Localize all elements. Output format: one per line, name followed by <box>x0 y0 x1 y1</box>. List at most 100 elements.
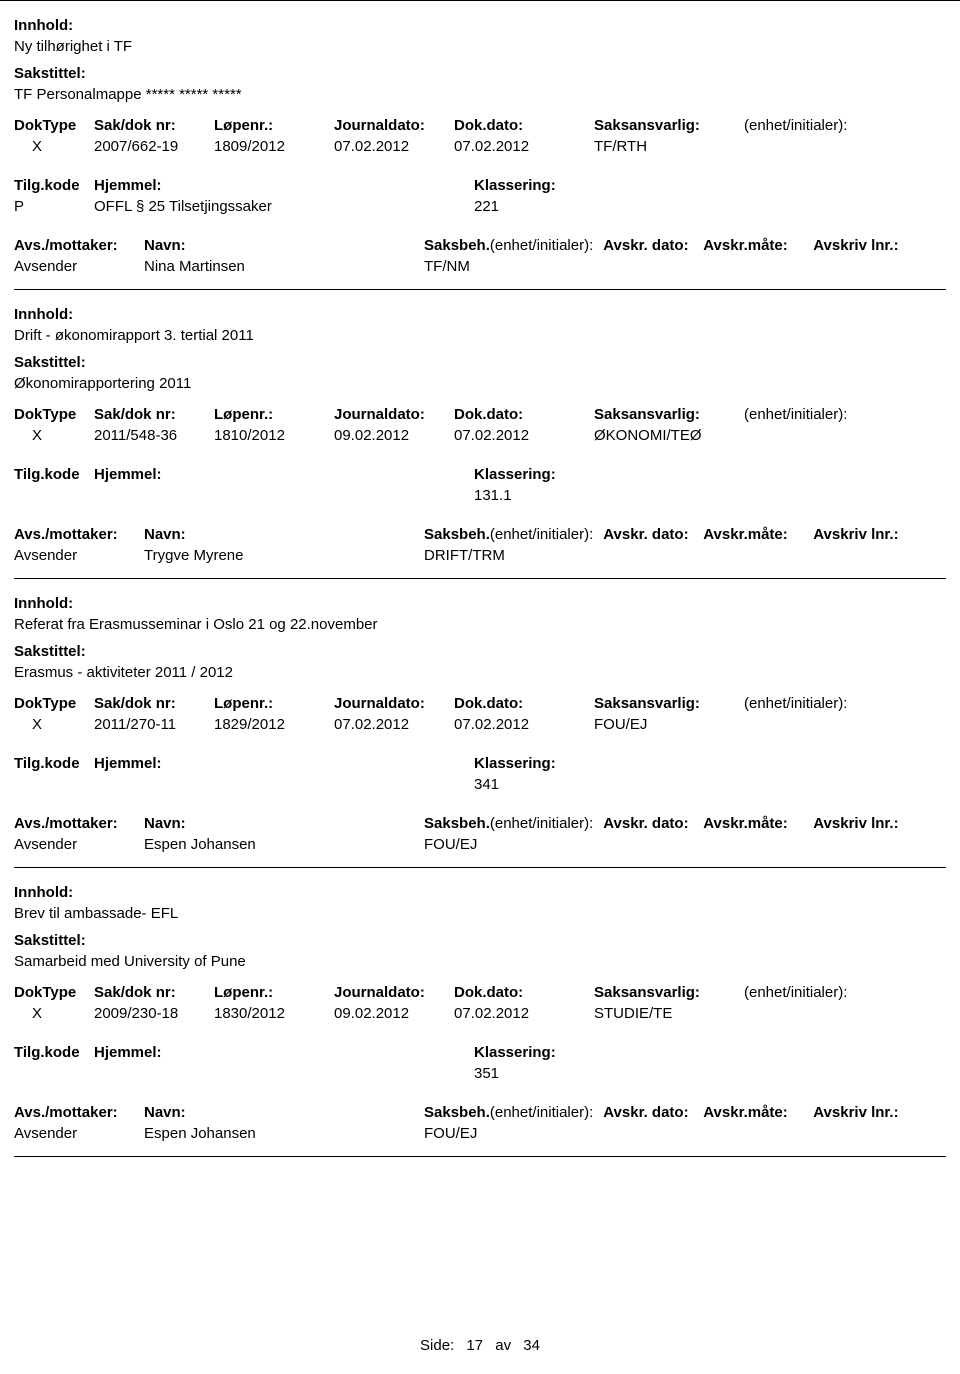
klassering-label: Klassering: <box>474 1044 674 1061</box>
navn-label: Navn: <box>144 526 424 543</box>
doktype-value: X <box>14 716 94 733</box>
sakdok-value: 2011/548-36 <box>94 427 214 444</box>
journal-entry: Innhold: Ny tilhørighet i TF Sakstittel:… <box>14 1 946 290</box>
doktype-value: X <box>14 427 94 444</box>
innhold-value: Referat fra Erasmusseminar i Oslo 21 og … <box>14 616 946 633</box>
avsmot-value: Avsender <box>14 258 144 275</box>
saksbeh-enhet-value: FOU/EJ <box>424 836 564 853</box>
avskrivlnr-label: Avskriv lnr.: <box>813 526 923 543</box>
doktype-label: DokType <box>14 406 94 423</box>
hjemmel-value-row: 351 <box>14 1065 946 1082</box>
doktype-label: DokType <box>14 984 94 1001</box>
navn-label: Navn: <box>144 1104 424 1121</box>
saksbeh-enhet-value: DRIFT/TRM <box>424 547 564 564</box>
doktype-label: DokType <box>14 117 94 134</box>
enhetinit-value <box>744 716 904 733</box>
avsmot-value: Avsender <box>14 836 144 853</box>
doktype-value: X <box>14 138 94 155</box>
tilgkode-value: P <box>14 198 94 215</box>
avskrmate-label: Avskr.måte: <box>703 237 813 254</box>
meta-header-row: DokType Sak/dok nr: Løpenr.: Journaldato… <box>14 117 946 134</box>
sakstittel-value: Økonomirapportering 2011 <box>14 375 946 392</box>
innhold-label: Innhold: <box>14 595 946 612</box>
journal-entry: Innhold: Referat fra Erasmusseminar i Os… <box>14 579 946 868</box>
sakstittel-value: Samarbeid med University of Pune <box>14 953 946 970</box>
saksansvarlig-value: TF/RTH <box>594 138 744 155</box>
sakdok-value: 2011/270-11 <box>94 716 214 733</box>
navn-value: Trygve Myrene <box>144 547 424 564</box>
avsmottaker-label: Avs./mottaker: <box>14 815 144 832</box>
dokdato-label: Dok.dato: <box>454 406 594 423</box>
hjemmel-value <box>94 1065 474 1082</box>
avsmottaker-label: Avs./mottaker: <box>14 237 144 254</box>
meta-header-row: DokType Sak/dok nr: Løpenr.: Journaldato… <box>14 695 946 712</box>
dokdato-value: 07.02.2012 <box>454 1005 594 1022</box>
avskrdato-label: Avskr. dato: <box>603 526 703 543</box>
saksbeh-label: Saksbeh. <box>424 526 490 543</box>
enhetinit-label2: (enhet/initialer): <box>490 526 593 543</box>
sakdok-label: Sak/dok nr: <box>94 695 214 712</box>
enhetinit-label2: (enhet/initialer): <box>490 815 593 832</box>
sakstittel-value: Erasmus - aktiviteter 2011 / 2012 <box>14 664 946 681</box>
tilgkode-value <box>14 487 94 504</box>
hjemmel-value-row: P OFFL § 25 Tilsetjingssaker 221 <box>14 198 946 215</box>
klassering-value: 351 <box>474 1065 674 1082</box>
saksbeh-group: Saksbeh.(enhet/initialer): <box>424 815 593 832</box>
journal-entry: Innhold: Drift - økonomirapport 3. terti… <box>14 290 946 579</box>
journaldato-value: 09.02.2012 <box>334 1005 454 1022</box>
innhold-value: Drift - økonomirapport 3. tertial 2011 <box>14 327 946 344</box>
journaldato-value: 09.02.2012 <box>334 427 454 444</box>
innhold-label: Innhold: <box>14 884 946 901</box>
avs-value-row: Avsender Espen Johansen FOU/EJ <box>14 836 946 853</box>
avskrivlnr-label: Avskriv lnr.: <box>813 1104 923 1121</box>
meta-value-row: X 2011/548-36 1810/2012 09.02.2012 07.02… <box>14 427 946 444</box>
avskrivlnr-label: Avskriv lnr.: <box>813 237 923 254</box>
klassering-value: 341 <box>474 776 674 793</box>
avs-header-row: Avs./mottaker: Navn: Saksbeh.(enhet/init… <box>14 1104 946 1121</box>
klassering-value: 131.1 <box>474 487 674 504</box>
saksbeh-enhet-value: FOU/EJ <box>424 1125 564 1142</box>
saksbeh-group: Saksbeh.(enhet/initialer): <box>424 526 593 543</box>
journaldato-label: Journaldato: <box>334 406 454 423</box>
dokdato-value: 07.02.2012 <box>454 716 594 733</box>
avs-header-row: Avs./mottaker: Navn: Saksbeh.(enhet/init… <box>14 526 946 543</box>
enhetinit-label: (enhet/initialer): <box>744 695 904 712</box>
enhetinit-label: (enhet/initialer): <box>744 984 904 1001</box>
journaldato-label: Journaldato: <box>334 984 454 1001</box>
hjemmel-value-row: 131.1 <box>14 487 946 504</box>
avskrdato-label: Avskr. dato: <box>603 815 703 832</box>
journaldato-value: 07.02.2012 <box>334 716 454 733</box>
saksansvarlig-value: STUDIE/TE <box>594 1005 744 1022</box>
sakstittel-label: Sakstittel: <box>14 932 946 949</box>
meta-value-row: X 2007/662-19 1809/2012 07.02.2012 07.02… <box>14 138 946 155</box>
hjemmel-label: Hjemmel: <box>94 755 474 772</box>
avsmottaker-label: Avs./mottaker: <box>14 526 144 543</box>
lopenr-value: 1809/2012 <box>214 138 334 155</box>
lopenr-label: Løpenr.: <box>214 117 334 134</box>
journal-entry: Innhold: Brev til ambassade- EFL Sakstit… <box>14 868 946 1157</box>
saksbeh-group: Saksbeh.(enhet/initialer): <box>424 237 593 254</box>
innhold-label: Innhold: <box>14 306 946 323</box>
avsmot-value: Avsender <box>14 1125 144 1142</box>
meta-header-row: DokType Sak/dok nr: Løpenr.: Journaldato… <box>14 406 946 423</box>
dokdato-label: Dok.dato: <box>454 695 594 712</box>
meta-value-row: X 2009/230-18 1830/2012 09.02.2012 07.02… <box>14 1005 946 1022</box>
klassering-label: Klassering: <box>474 755 674 772</box>
klassering-value: 221 <box>474 198 674 215</box>
saksbeh-label: Saksbeh. <box>424 237 490 254</box>
lopenr-value: 1830/2012 <box>214 1005 334 1022</box>
avs-value-row: Avsender Nina Martinsen TF/NM <box>14 258 946 275</box>
navn-value: Nina Martinsen <box>144 258 424 275</box>
tilgkode-value <box>14 776 94 793</box>
meta-header-row: DokType Sak/dok nr: Løpenr.: Journaldato… <box>14 984 946 1001</box>
doktype-label: DokType <box>14 695 94 712</box>
saksansvarlig-label: Saksansvarlig: <box>594 695 744 712</box>
saksansvarlig-value: FOU/EJ <box>594 716 744 733</box>
avskrdato-label: Avskr. dato: <box>603 1104 703 1121</box>
hjemmel-header-row: Tilg.kode Hjemmel: Klassering: <box>14 755 946 772</box>
hjemmel-label: Hjemmel: <box>94 177 474 194</box>
journal-page: Innhold: Ny tilhørighet i TF Sakstittel:… <box>0 0 960 1374</box>
enhetinit-value <box>744 427 904 444</box>
footer-side-label: Side: <box>420 1337 454 1354</box>
navn-label: Navn: <box>144 237 424 254</box>
